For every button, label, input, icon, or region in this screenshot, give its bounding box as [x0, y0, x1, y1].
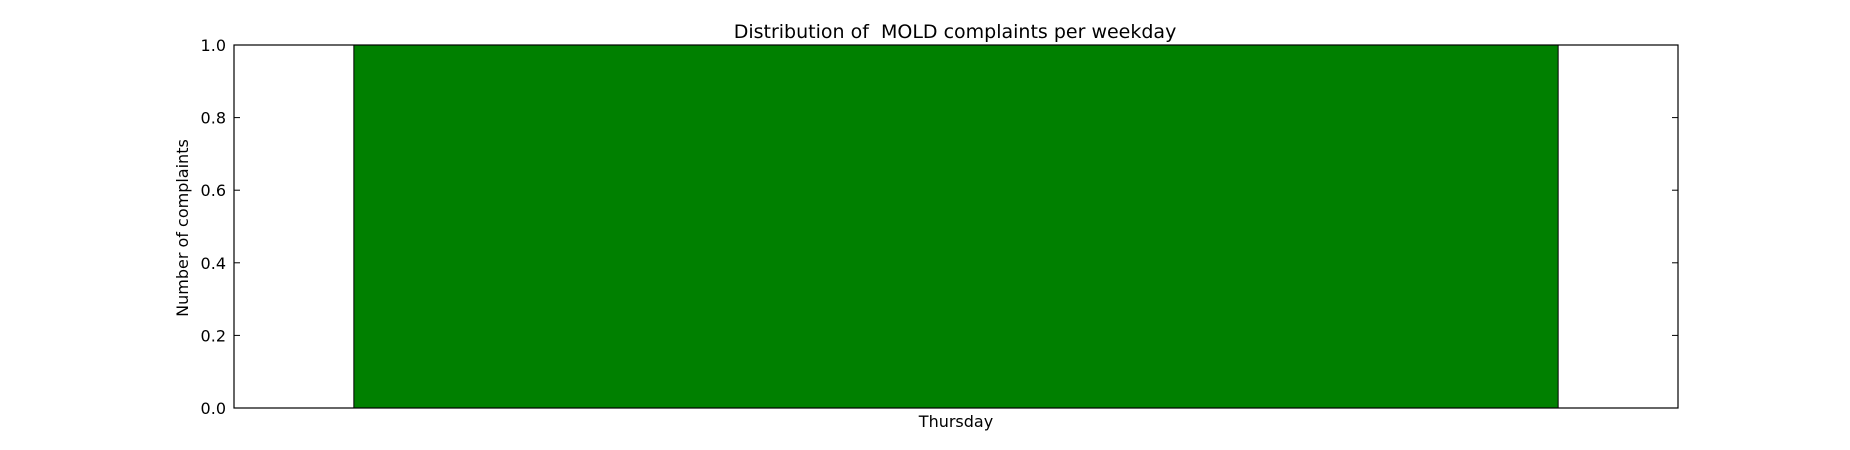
bars	[353, 44, 1559, 409]
y-tick-label: 1.0	[201, 36, 226, 55]
y-tick-label: 0.0	[201, 399, 226, 418]
bar-thursday	[353, 44, 1559, 409]
y-axis-label: Number of complaints	[173, 139, 192, 317]
chart-title: Distribution of MOLD complaints per week…	[734, 21, 1177, 43]
x-tick-label: Thursday	[918, 412, 993, 431]
y-tick-label: 0.8	[201, 109, 226, 128]
y-tick-label: 0.4	[201, 254, 226, 273]
y-tick-label: 0.6	[201, 181, 226, 200]
plot-frame	[233, 44, 1679, 409]
y-axis: 0.0 0.2 0.4 0.6 0.8 1.0	[201, 36, 1678, 418]
y-tick-label: 0.2	[201, 326, 226, 345]
